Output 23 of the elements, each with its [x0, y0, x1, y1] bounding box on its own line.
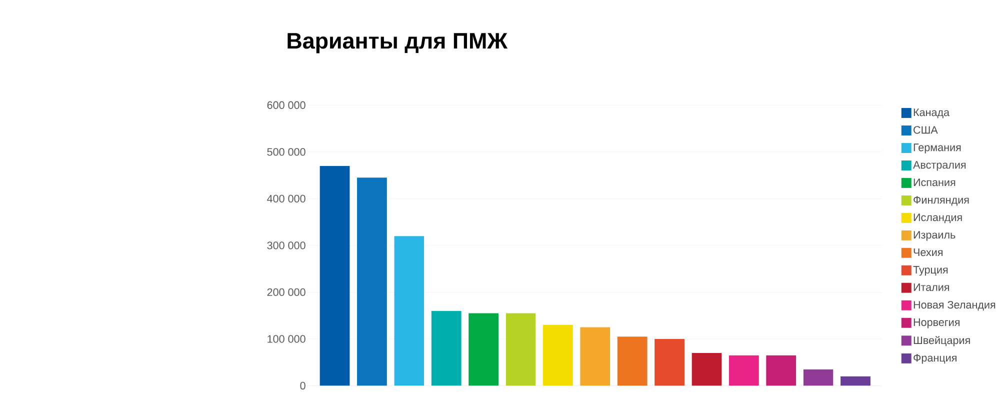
legend-label: Швейцария [914, 336, 970, 346]
chart-title: Варианты для ПМЖ [288, 33, 508, 54]
y-tick-label: 600 000 [267, 101, 306, 109]
y-tick-label: 0 [300, 382, 306, 390]
legend-label: Испания [914, 178, 956, 186]
legend-label: Новая Зеландия [914, 300, 996, 311]
legend-label: Чехия [914, 248, 942, 256]
legend-label: Австралия [913, 161, 966, 171]
legend-label: Израиль [914, 230, 956, 241]
legend-label: Германия [914, 144, 961, 154]
legend-label: Турция [913, 266, 948, 276]
y-tick-label: 400 000 [267, 194, 306, 202]
legend-label: Италия [914, 283, 950, 291]
y-tick-label: 500 000 [267, 148, 306, 156]
legend-label: Исландия [914, 213, 962, 224]
y-tick-label: 100 000 [268, 335, 306, 343]
legend-label: Финляндия [914, 196, 969, 206]
legend-label: Норвегия [914, 318, 960, 328]
legend-label: США [914, 126, 938, 134]
legend-label: Франция [914, 354, 956, 364]
y-tick-label: 200 000 [267, 288, 306, 296]
y-tick-label: 300 000 [267, 241, 306, 250]
legend-label: Канада [914, 108, 950, 118]
